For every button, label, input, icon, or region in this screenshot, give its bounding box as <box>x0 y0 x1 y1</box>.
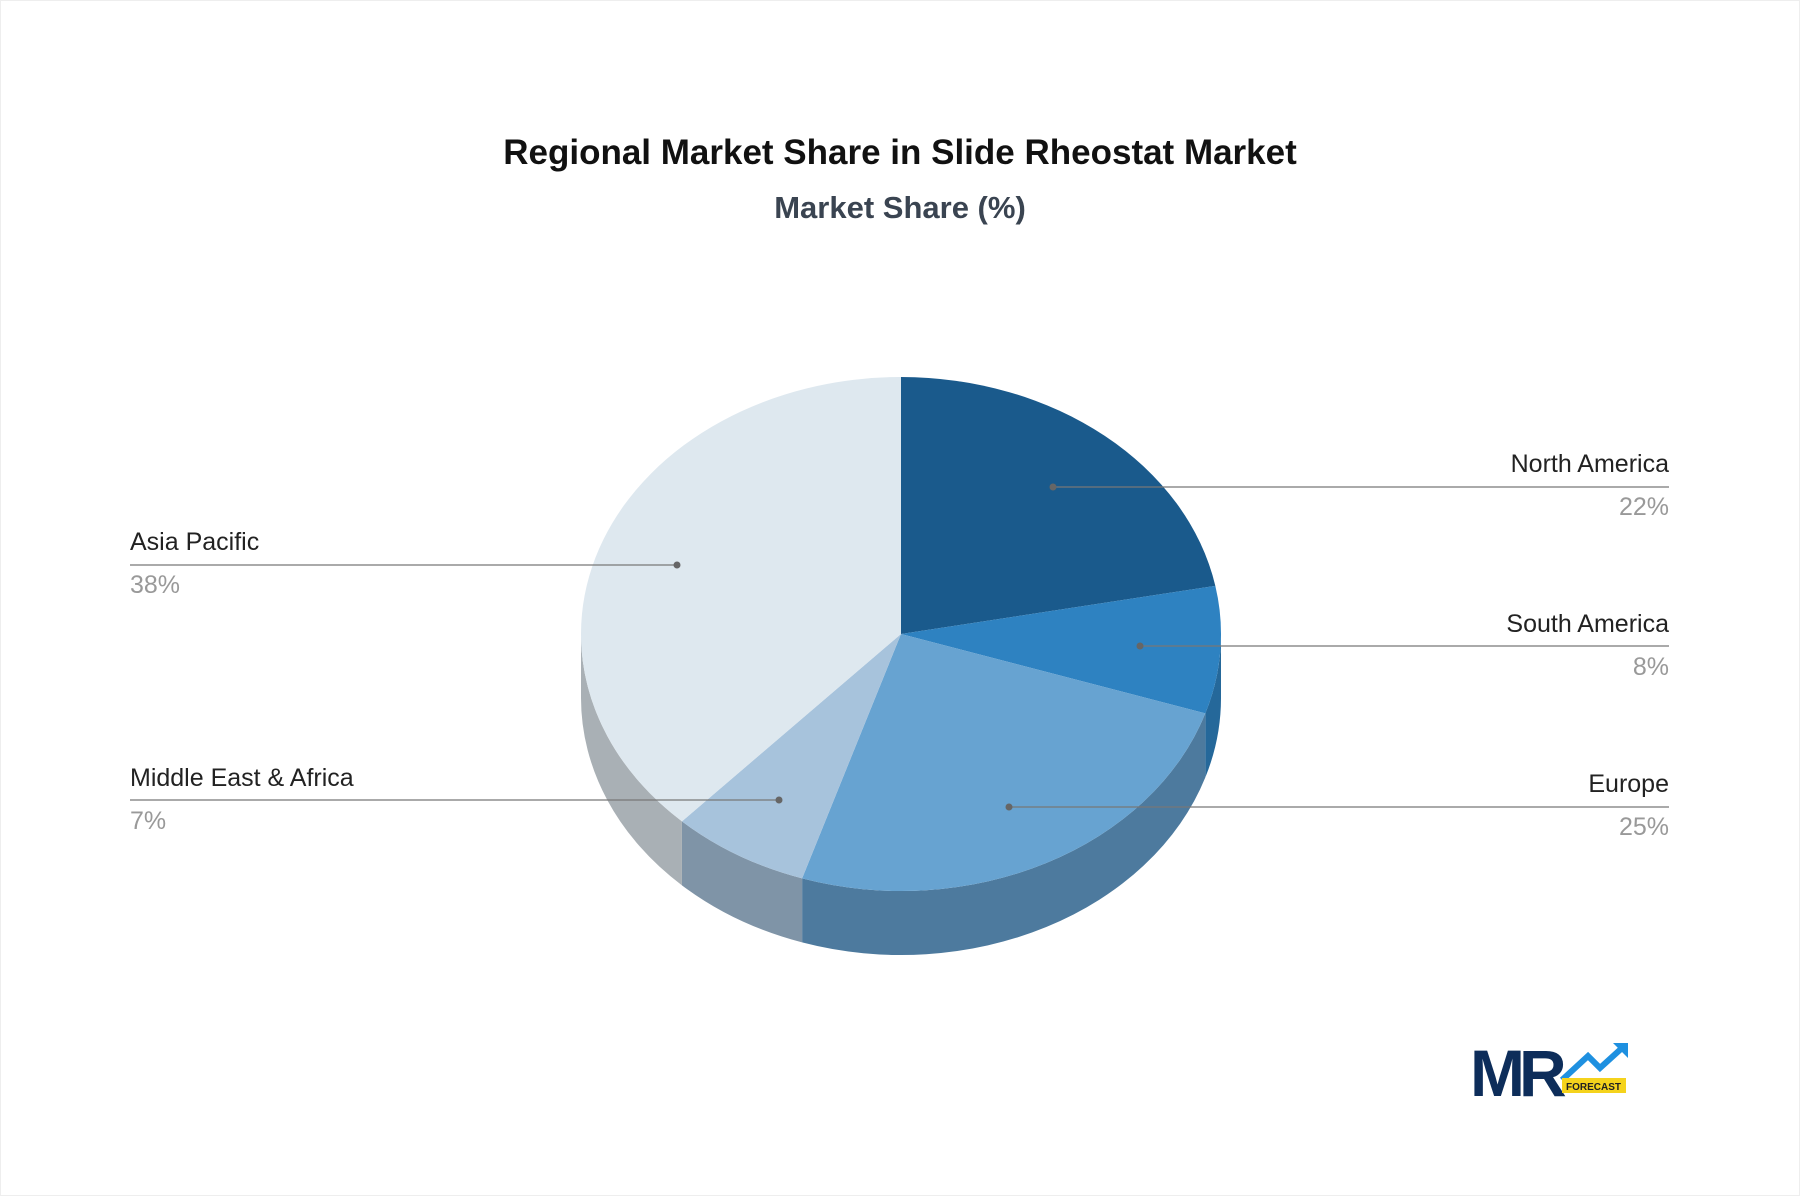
leader-dot-europe <box>1005 803 1013 811</box>
pie-side-europe <box>802 713 1206 955</box>
value-south-america: 8% <box>1632 653 1669 681</box>
svg-text:FORECAST: FORECAST <box>1566 1082 1621 1093</box>
pie-side-south-america <box>1205 634 1221 778</box>
leader-dot-asia-pacific <box>673 561 681 569</box>
value-north-america: 22% <box>1618 493 1669 521</box>
label-south-america: South America <box>1506 610 1669 638</box>
leader-dot-south-america <box>1136 642 1144 650</box>
label-middle-east-africa: Middle East & Africa <box>130 764 354 792</box>
leader-dot-north-america <box>1049 483 1057 491</box>
label-north-america: North America <box>1510 450 1669 478</box>
chart-title: Regional Market Share in Slide Rheostat … <box>503 133 1297 172</box>
value-middle-east-africa: 7% <box>130 807 167 835</box>
value-asia-pacific: 38% <box>130 571 181 599</box>
label-europe: Europe <box>1588 770 1669 798</box>
label-asia-pacific: Asia Pacific <box>130 528 260 556</box>
pie-slice-middle-east-africa[interactable] <box>681 634 901 879</box>
pie-slice-europe[interactable] <box>802 634 1206 891</box>
mr-forecast-logo: MR FORECAST <box>1470 1040 1630 1100</box>
svg-text:MR: MR <box>1470 1040 1566 1100</box>
pie-slice-asia-pacific[interactable] <box>581 377 901 822</box>
pie-slice-south-america[interactable] <box>901 585 1221 714</box>
pie-slice-north-america[interactable] <box>901 377 1216 634</box>
pie-side-middle-east-africa <box>681 821 803 943</box>
value-europe: 25% <box>1618 813 1669 841</box>
chart-subtitle: Market Share (%) <box>774 190 1026 225</box>
leader-dot-middle-east-africa <box>775 796 783 804</box>
pie-side-asia-pacific <box>581 634 682 886</box>
